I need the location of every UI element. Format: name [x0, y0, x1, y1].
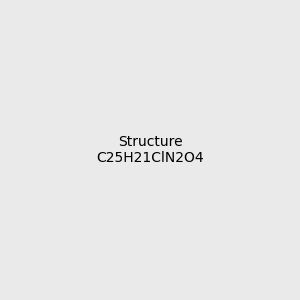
Text: Structure
C25H21ClN2O4: Structure C25H21ClN2O4: [96, 135, 204, 165]
